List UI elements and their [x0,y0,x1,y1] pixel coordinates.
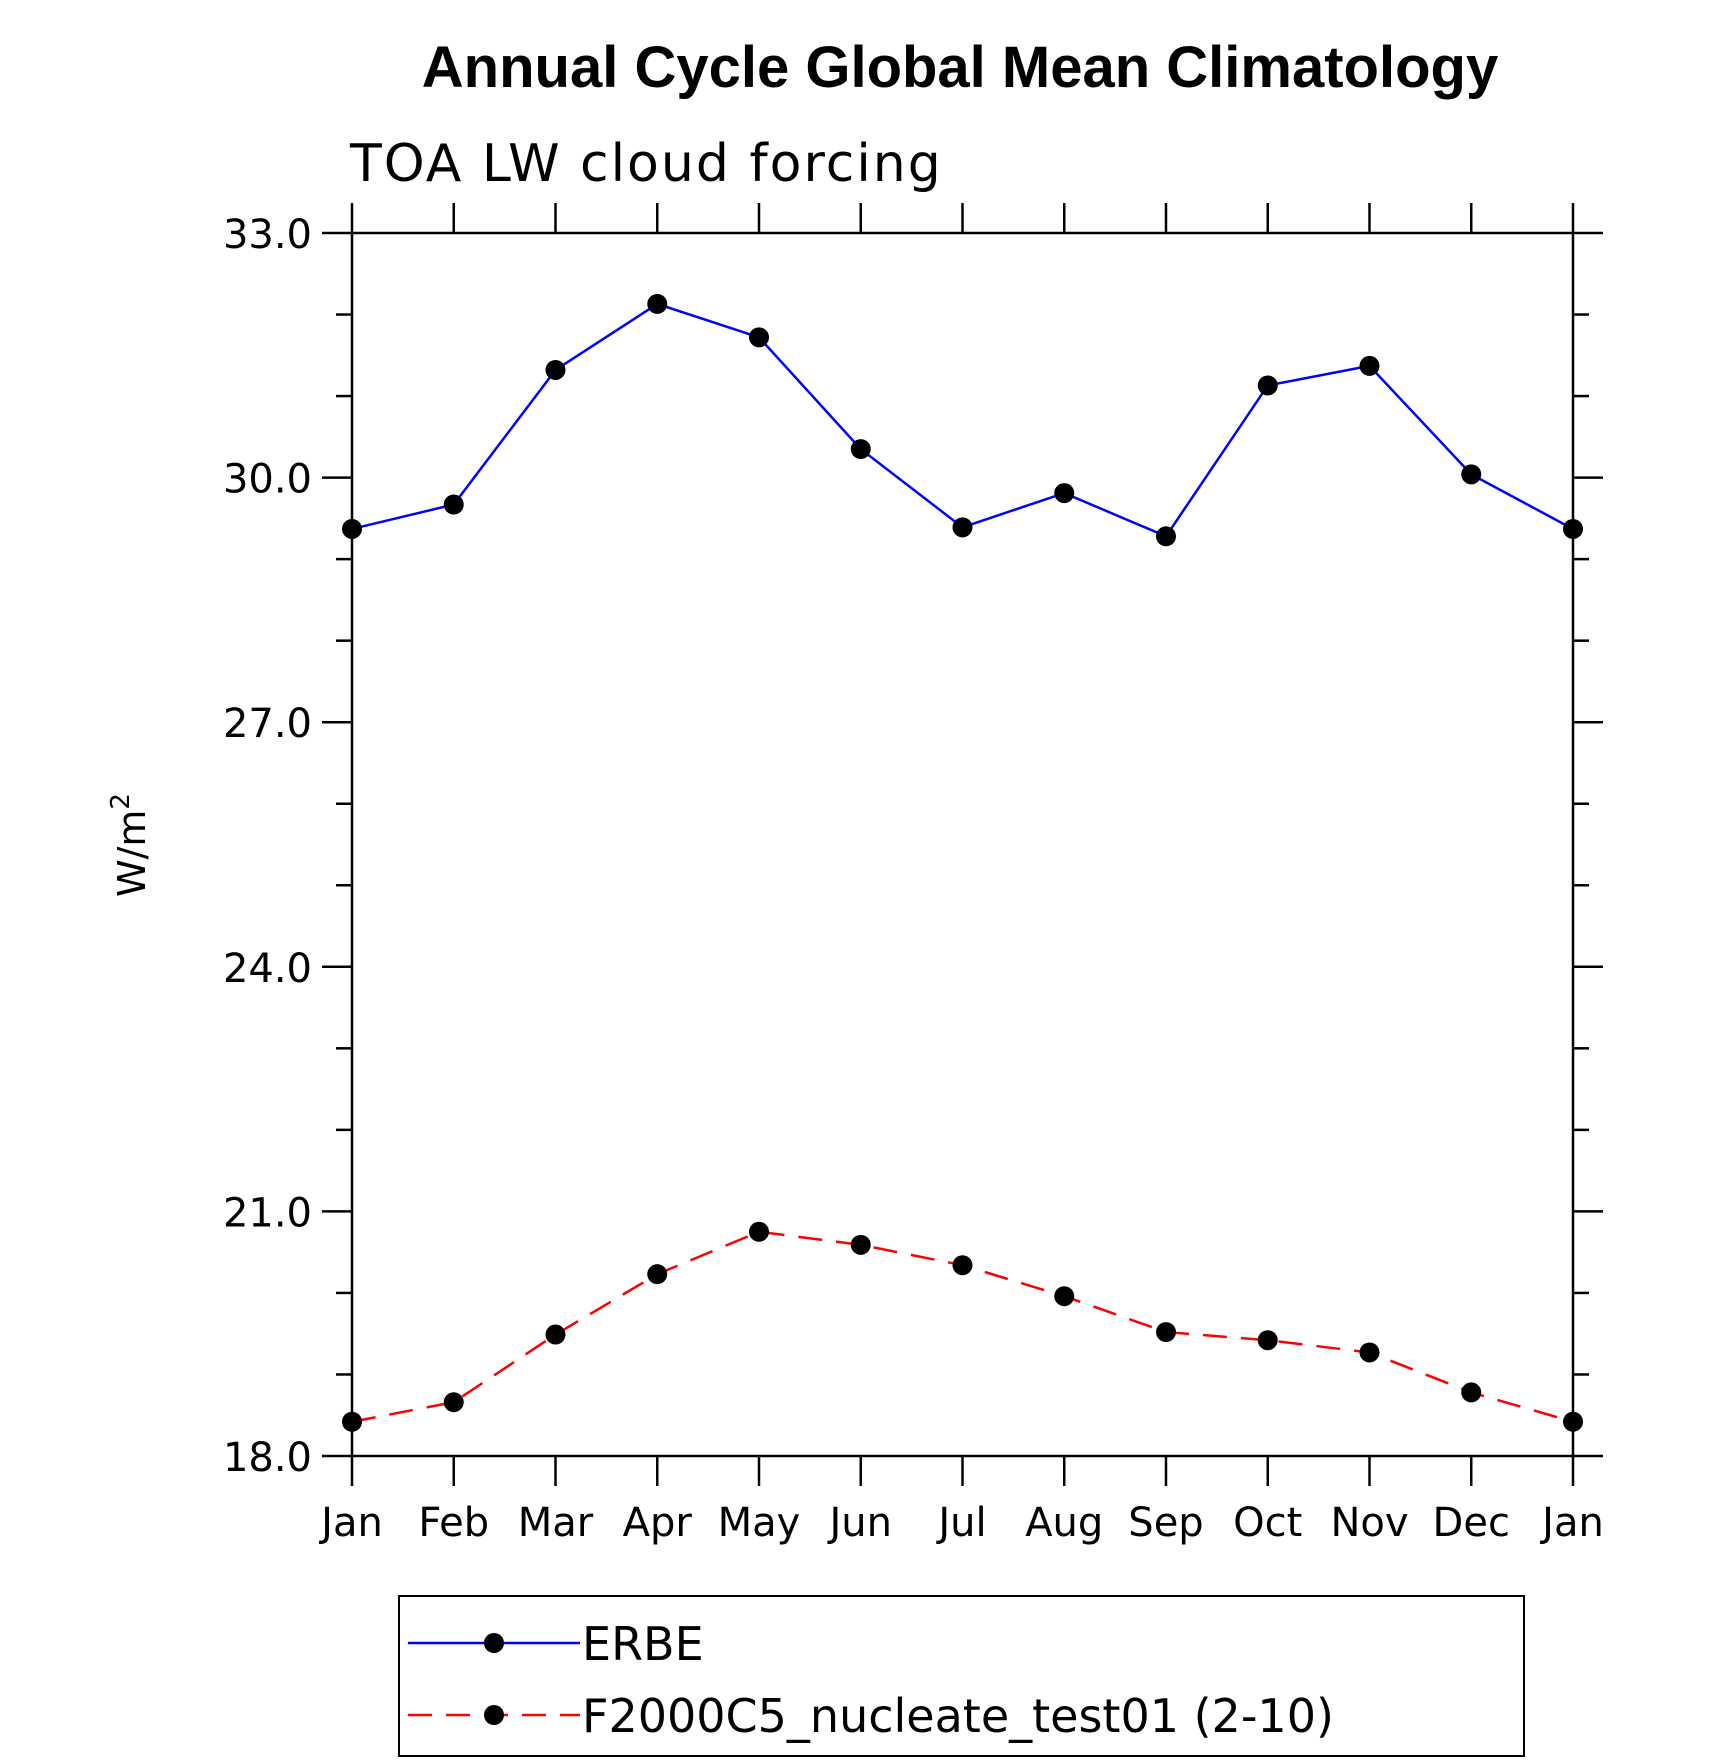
data-point [342,518,362,539]
x-tick-label: Dec [1433,1500,1510,1546]
data-point [1461,464,1482,485]
x-tick-label: May [718,1500,801,1546]
data-point [1054,1286,1075,1307]
chart-title: Annual Cycle Global Mean Climatology [422,35,1498,100]
legend-label: F2000C5_nucleate_test01 (2-10) [582,1689,1334,1743]
y-axis-label: W/m2 [106,793,154,897]
x-tick-label: Sep [1128,1500,1203,1546]
y-axis-label-text: W/m [110,810,154,897]
data-point [749,327,769,348]
x-tick-label: Feb [418,1500,489,1546]
x-tick-label: Jan [1539,1500,1604,1546]
data-point [443,1392,464,1413]
data-point [647,1264,668,1285]
x-tick-label: Apr [623,1500,693,1546]
x-tick-label: Jul [935,1500,986,1546]
data-point [952,1255,973,1276]
chart-subtitle: TOA LW cloud forcing [349,134,943,194]
y-tick-label: 21.0 [223,1190,312,1236]
series-layer [342,293,1583,1432]
legend-box [398,1595,1525,1757]
x-tick-label: Mar [518,1500,594,1546]
data-point [850,1234,871,1255]
series-line [351,302,1574,538]
data-point [647,293,668,314]
x-tick-label: Jun [827,1500,893,1546]
data-point [1359,355,1380,376]
legend-items: ERBE F2000C5_nucleate_test01 (2-10) [408,1617,1334,1743]
legend-marker [484,1705,504,1725]
data-point [952,517,973,538]
legend-label: ERBE [582,1617,704,1671]
data-point [1257,375,1278,396]
data-point [1461,1382,1482,1403]
data-point [342,1411,362,1432]
data-point [749,1221,769,1242]
data-point [443,494,464,515]
y-tick-label: 30.0 [223,457,312,503]
y-tick-label: 27.0 [223,701,312,747]
data-point [1257,1330,1278,1351]
x-tick-label: Nov [1330,1500,1408,1546]
data-point [545,1324,566,1345]
y-tick-label: 33.0 [223,212,312,258]
data-point [1054,483,1075,504]
y-axis: 18.0 21.0 24.0 27.0 30.0 33.0 [223,212,1603,1481]
y-axis-label-superscript: 2 [106,793,136,810]
y-tick-label: 18.0 [223,1435,312,1481]
data-point [545,359,566,380]
data-point [1359,1342,1380,1363]
y-tick-label: 24.0 [223,946,312,992]
x-tick-label: Aug [1025,1500,1103,1546]
data-point [1156,526,1176,547]
data-point [1563,518,1583,539]
legend-marker [484,1633,504,1653]
data-point [1156,1322,1176,1343]
x-axis: Jan Feb Mar Apr May Jun Jul Aug Sep Oct Nov Dec Jan [318,203,1604,1546]
data-point [850,439,871,460]
data-point [1563,1411,1583,1432]
x-tick-label: Oct [1233,1500,1302,1546]
x-tick-label: Jan [318,1500,383,1546]
legend: ERBE F2000C5_nucleate_test01 (2-10) [398,1595,1525,1757]
